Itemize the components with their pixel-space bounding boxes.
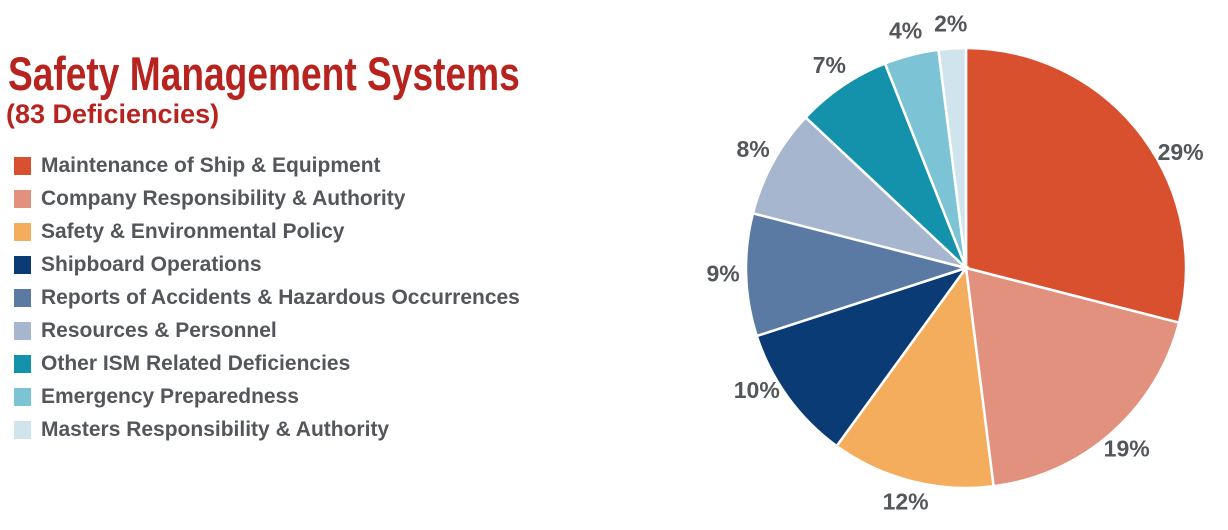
svg-text:29%: 29%: [1158, 139, 1204, 165]
svg-text:2%: 2%: [934, 11, 967, 37]
svg-text:4%: 4%: [889, 18, 922, 44]
svg-text:7%: 7%: [813, 52, 846, 78]
svg-text:8%: 8%: [736, 136, 769, 162]
svg-text:12%: 12%: [883, 488, 929, 514]
svg-text:19%: 19%: [1104, 435, 1150, 461]
svg-text:10%: 10%: [734, 377, 780, 403]
svg-text:9%: 9%: [706, 261, 739, 287]
